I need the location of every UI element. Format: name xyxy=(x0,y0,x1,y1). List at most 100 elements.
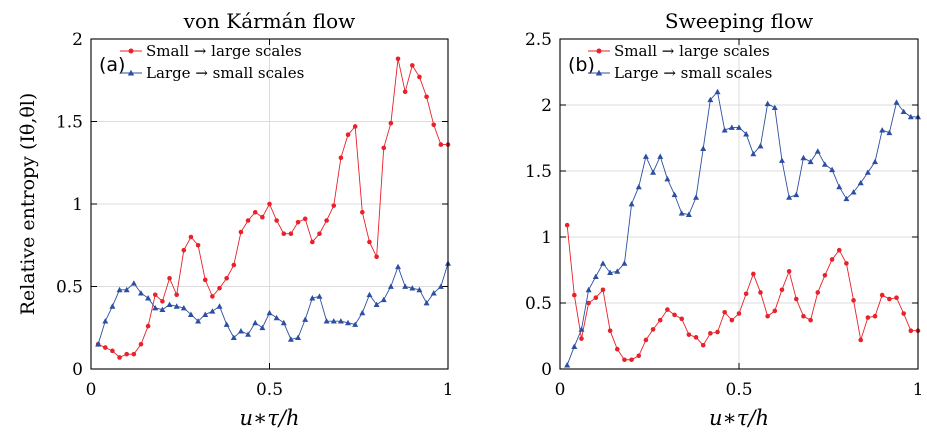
y-tick-label: 1 xyxy=(541,228,552,248)
data-point xyxy=(879,292,885,298)
data-point xyxy=(572,292,577,298)
data-point xyxy=(437,283,444,289)
data-point xyxy=(324,218,329,223)
data-point xyxy=(224,275,229,281)
data-point xyxy=(728,124,735,130)
x-axis-label: u∗τ/h xyxy=(709,406,769,430)
data-point xyxy=(564,222,570,228)
data-point xyxy=(274,218,279,223)
data-point xyxy=(579,336,584,341)
data-point xyxy=(578,326,585,332)
data-point xyxy=(672,312,677,318)
data-point xyxy=(814,148,821,154)
data-point xyxy=(337,318,344,324)
data-point xyxy=(786,269,792,274)
axes-frame xyxy=(90,38,449,370)
data-point xyxy=(195,318,202,324)
data-point xyxy=(181,247,187,253)
data-point xyxy=(751,271,756,277)
axes-frame xyxy=(559,38,919,370)
data-point xyxy=(665,307,670,312)
data-point xyxy=(707,96,714,103)
data-point xyxy=(195,242,201,248)
panel-a: 0 0.5 1 0 0.5 1 1.5 2 von Kármán flow (a) Small → … xyxy=(17,9,453,430)
data-point xyxy=(801,313,806,319)
series-line xyxy=(566,225,918,361)
data-point xyxy=(607,269,614,276)
y-tick-label: 0.5 xyxy=(56,278,83,298)
data-point xyxy=(815,290,821,295)
data-point xyxy=(635,183,642,190)
data-point xyxy=(359,309,366,316)
legend-label: Large → small scales xyxy=(146,64,304,82)
data-point xyxy=(771,104,778,111)
data-point xyxy=(887,296,892,302)
data-point xyxy=(423,300,430,306)
x-axis-label: u∗τ/h xyxy=(239,406,299,430)
data-point xyxy=(409,285,416,291)
data-point xyxy=(410,63,415,68)
data-point xyxy=(607,328,613,334)
data-point xyxy=(338,155,344,161)
data-point xyxy=(380,296,387,303)
data-point xyxy=(102,318,109,324)
data-point xyxy=(395,263,402,270)
data-point xyxy=(387,283,394,289)
data-point xyxy=(679,316,685,322)
data-point xyxy=(743,291,749,297)
data-point xyxy=(629,357,634,363)
data-point xyxy=(252,319,259,326)
data-point xyxy=(614,268,621,274)
data-point xyxy=(295,219,301,225)
data-point xyxy=(772,308,778,314)
y-tick-label: 2 xyxy=(541,96,552,116)
data-point xyxy=(237,328,244,334)
data-point xyxy=(331,203,337,208)
data-point xyxy=(657,317,663,323)
data-point xyxy=(621,260,628,266)
series-line xyxy=(97,263,449,345)
data-point xyxy=(829,166,836,173)
data-point xyxy=(287,336,294,342)
y-tick-label: 0 xyxy=(72,360,83,380)
data-point xyxy=(807,158,814,165)
data-point xyxy=(900,108,907,114)
data-point xyxy=(836,183,843,190)
series-line xyxy=(97,58,448,358)
data-point xyxy=(850,189,857,195)
data-point xyxy=(678,210,685,216)
data-point xyxy=(202,311,209,317)
data-point xyxy=(764,100,771,107)
data-point xyxy=(202,277,208,283)
data-point xyxy=(95,341,102,347)
data-point xyxy=(330,318,337,324)
data-point xyxy=(266,309,273,316)
data-point xyxy=(865,315,871,320)
x-tick-label: 0.5 xyxy=(725,380,752,400)
x-tick-label: 1 xyxy=(443,380,454,400)
data-point xyxy=(800,154,807,161)
data-point xyxy=(693,335,699,340)
data-point xyxy=(373,301,380,308)
data-point xyxy=(395,56,401,62)
data-point xyxy=(252,209,258,215)
series-large-to-small xyxy=(95,260,451,347)
data-point xyxy=(431,122,437,128)
data-point xyxy=(216,303,223,309)
data-point xyxy=(188,234,194,240)
data-point xyxy=(700,145,707,151)
data-point xyxy=(908,328,914,334)
data-point xyxy=(174,292,179,298)
data-point xyxy=(593,295,599,301)
data-point xyxy=(281,231,287,236)
data-point xyxy=(116,286,123,293)
data-point xyxy=(894,295,899,301)
data-point xyxy=(843,195,850,202)
series-small-to-large xyxy=(564,222,921,363)
data-point xyxy=(714,88,721,95)
data-point xyxy=(715,329,720,335)
data-point xyxy=(886,129,893,136)
data-point xyxy=(280,319,287,326)
data-point xyxy=(750,150,757,157)
